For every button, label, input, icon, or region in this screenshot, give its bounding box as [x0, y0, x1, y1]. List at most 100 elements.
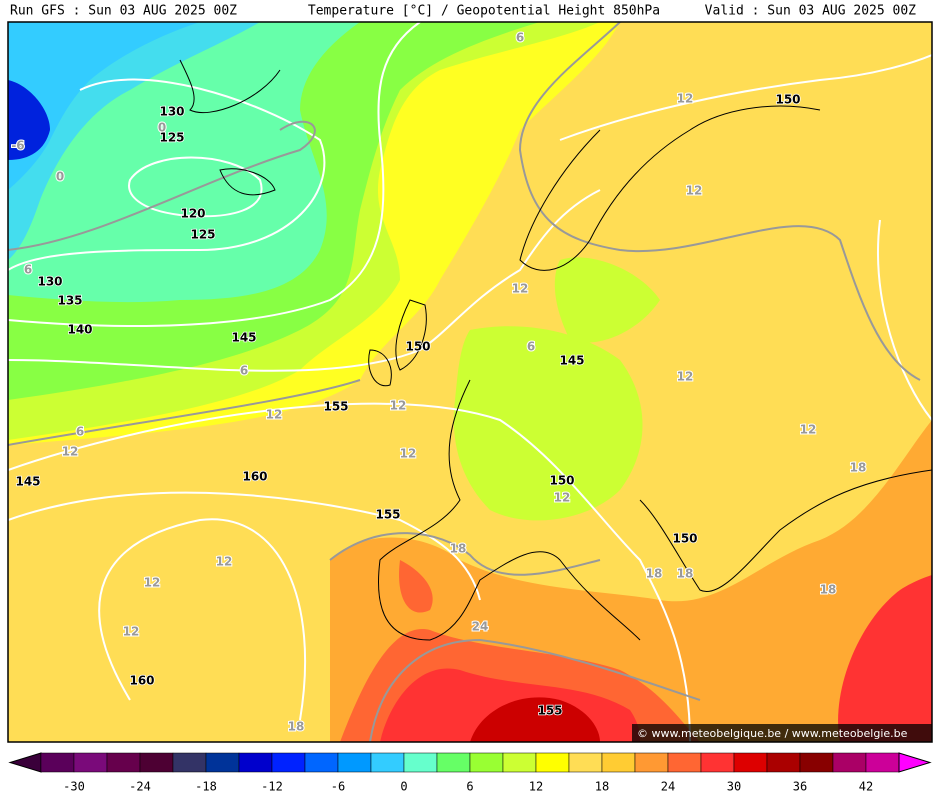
colorbar-segment: [502, 752, 537, 773]
temperature-contours: [8, 22, 921, 742]
temperature-label: 6: [24, 263, 32, 277]
colorbar-tick-label: -18: [195, 780, 217, 794]
colorbar-segment: [40, 752, 75, 773]
colorbar: -30 -24 -18 -12 -6 0 6 12 18 24 30 36 42: [8, 752, 932, 794]
height-label: 140: [67, 323, 92, 337]
colorbar-segment: [304, 752, 339, 773]
temperature-label: 6: [240, 364, 248, 378]
height-contours: [8, 22, 932, 742]
colorbar-tick-label: -12: [261, 780, 283, 794]
height-label: 130: [37, 275, 62, 289]
temperature-label: 12: [677, 92, 694, 106]
temp-field: [453, 326, 643, 521]
watermark: © www.meteobelgique.be / www.meteobelgie…: [637, 727, 908, 740]
colorbar-tick-label: 42: [859, 780, 873, 794]
temperature-label: 18: [850, 461, 867, 475]
temperature-label: 12: [554, 491, 571, 505]
colorbar-segment: [667, 752, 702, 773]
temp-field: [399, 560, 433, 613]
map-frame: [7, 21, 933, 743]
colorbar-tick-label: 24: [661, 780, 675, 794]
temperature-label: 18: [288, 720, 305, 734]
colorbar-segment: [700, 752, 735, 773]
temperature-label: 12: [266, 408, 283, 422]
colorbar-tick-label: 0: [400, 780, 407, 794]
temperature-label: 6: [76, 425, 84, 439]
coastlines: [179, 59, 932, 641]
colorbar-tick-label: -24: [129, 780, 151, 794]
height-label: 155: [537, 704, 562, 718]
colorbar-arrow: [8, 752, 42, 773]
temp-field: [554, 257, 660, 343]
temperature-label: 12: [216, 555, 233, 569]
colorbar-segment: [106, 752, 141, 773]
colorbar-segment: [403, 752, 438, 773]
temp-field: [8, 22, 200, 190]
height-label: 130: [159, 105, 184, 119]
colorbar-segment: [634, 752, 669, 773]
temperature-label: 12: [390, 399, 407, 413]
height-label: 150: [672, 532, 697, 546]
colorbar-arrow: [898, 752, 932, 773]
colorbar-segment: [73, 752, 108, 773]
temperature-label: -6: [11, 139, 24, 153]
colorbar-segment: [535, 752, 570, 773]
height-label: 145: [15, 475, 40, 489]
temperature-label: 0: [56, 170, 64, 184]
temp-field: [8, 80, 50, 160]
temperature-label: 12: [686, 184, 703, 198]
colorbar-segment: [733, 752, 768, 773]
colorbar-segment: [469, 752, 504, 773]
colorbar-segment: [139, 752, 174, 773]
height-label: 135: [57, 294, 82, 308]
colorbar-segment: [271, 752, 306, 773]
colorbar-segment: [436, 752, 471, 773]
colorbar-segment: [865, 752, 900, 773]
run-label: Run GFS : Sun 03 AUG 2025 00Z: [10, 4, 237, 19]
temperature-label: 0: [158, 121, 166, 135]
colorbar-tick-label: -6: [331, 780, 345, 794]
colorbar-segment: [766, 752, 801, 773]
colorbar-tick-label: 36: [793, 780, 807, 794]
temperature-label: 12: [512, 282, 529, 296]
colorbar-tick-label: 12: [529, 780, 543, 794]
height-label: 160: [242, 470, 267, 484]
colorbar-segment: [601, 752, 636, 773]
colorbar-tick-label: 18: [595, 780, 609, 794]
temp-field: [838, 575, 932, 742]
temperature-label: 12: [800, 423, 817, 437]
colorbar-segment: [238, 752, 273, 773]
colorbar-segment: [205, 752, 240, 773]
height-label: 155: [375, 508, 400, 522]
temperature-label: 12: [62, 445, 79, 459]
valid-label: Valid : Sun 03 AUG 2025 00Z: [705, 4, 916, 19]
colorbar-segment: [568, 752, 603, 773]
temperature-label: 18: [677, 567, 694, 581]
colorbar-segment: [337, 752, 372, 773]
map-title: Temperature [°C] / Geopotential Height 8…: [308, 4, 660, 19]
height-label: 125: [190, 228, 215, 242]
temperature-label: 12: [677, 370, 694, 384]
temp-field: [470, 697, 600, 742]
height-label: 120: [180, 207, 205, 221]
height-label: 150: [405, 340, 430, 354]
height-label: 145: [559, 354, 584, 368]
colorbar-tick-label: 6: [466, 780, 473, 794]
watermark-box: [632, 724, 932, 742]
colorbar-tick-label: 30: [727, 780, 741, 794]
height-label: 150: [549, 474, 574, 488]
temperature-label: 12: [123, 625, 140, 639]
temperature-label: 6: [527, 340, 535, 354]
temperature-label: 12: [400, 447, 417, 461]
height-label: 160: [129, 674, 154, 688]
colorbar-segment: [799, 752, 834, 773]
temperature-label: 12: [144, 576, 161, 590]
height-label: 125: [159, 131, 184, 145]
colorbar-segment: [370, 752, 405, 773]
colorbar-tick-label: -30: [63, 780, 85, 794]
height-label: 145: [231, 331, 256, 345]
temperature-label: 18: [450, 542, 467, 556]
